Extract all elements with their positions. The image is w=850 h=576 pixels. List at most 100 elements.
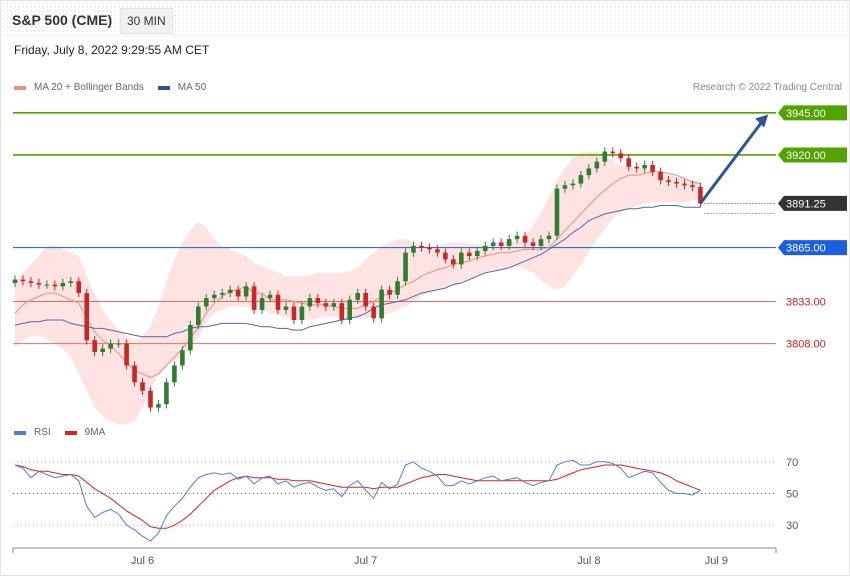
- candle-body: [666, 180, 671, 182]
- candle-body: [419, 245, 424, 248]
- candle-body: [28, 281, 34, 283]
- rsi9-line: [14, 464, 701, 529]
- candle-body: [395, 281, 400, 295]
- candle-body: [339, 303, 345, 320]
- candle-body: [355, 293, 361, 300]
- candle-body: [20, 279, 26, 282]
- candle-body: [227, 289, 233, 294]
- rsi-swatch: [14, 430, 26, 435]
- candle-body: [267, 294, 273, 299]
- price-label-3865.00: 3865.00: [786, 243, 826, 255]
- candle-body: [506, 239, 512, 246]
- candle-body: [546, 235, 552, 240]
- candle-body: [602, 151, 608, 162]
- rsi-line: [14, 459, 701, 542]
- price-tag-3945.00: [778, 105, 847, 121]
- candle-body: [315, 298, 321, 304]
- ma20-line: [14, 171, 701, 378]
- candle-body: [682, 183, 687, 186]
- candle-body: [243, 286, 249, 297]
- bollinger-band: [15, 151, 701, 425]
- candle-body: [594, 161, 600, 169]
- candle-body: [443, 252, 448, 260]
- candle-body: [387, 289, 392, 295]
- candle-body: [618, 153, 624, 159]
- candle-body: [180, 350, 185, 366]
- candle-body: [211, 294, 217, 299]
- candle-body: [562, 185, 568, 189]
- candle-body: [554, 188, 560, 236]
- candle-body: [658, 171, 663, 181]
- candle-body: [379, 289, 384, 319]
- price-label-3945.00: 3945.00: [786, 108, 826, 120]
- chart-header: S&P 500 (CME) 30 MIN: [1, 1, 849, 37]
- candle-body: [76, 281, 82, 294]
- ma50-legend-label: MA 50: [177, 82, 207, 93]
- candle-body: [116, 343, 121, 345]
- candle-body: [275, 294, 281, 310]
- x-tick-label: Jul 6: [131, 555, 154, 567]
- candle-body: [626, 158, 631, 167]
- rsi9-swatch: [64, 430, 77, 435]
- candle-body: [283, 306, 289, 310]
- candle-body: [140, 382, 145, 391]
- candle-body: [92, 340, 97, 352]
- candle-body: [451, 259, 456, 265]
- candle-body: [530, 242, 536, 246]
- instrument-title: S&P 500 (CME): [12, 12, 113, 28]
- candle-body: [634, 166, 639, 169]
- candle-body: [148, 390, 153, 408]
- candle-body: [522, 235, 528, 243]
- candle-body: [610, 151, 616, 154]
- candle-body: [578, 175, 584, 184]
- price-label-3833.00: 3833.00: [786, 296, 826, 308]
- chart-datetime: Friday, July 8, 2022 9:29:55 AM CET: [14, 43, 210, 57]
- candle-body: [164, 382, 169, 405]
- x-tick-label: Jul 7: [354, 555, 377, 567]
- candle-body: [482, 245, 488, 251]
- candle-body: [411, 245, 416, 253]
- target-arrow-head: [755, 114, 769, 128]
- candle-body: [347, 299, 353, 320]
- candle-body: [60, 282, 66, 287]
- timeframe-badge[interactable]: 30 MIN: [120, 8, 173, 34]
- candle-body: [650, 165, 655, 172]
- rsi-legend: RSI 9MA: [14, 427, 119, 438]
- candle-body: [203, 298, 209, 307]
- candle-body: [44, 284, 50, 286]
- candle-body: [427, 247, 432, 250]
- candle-body: [459, 252, 464, 265]
- candle-body: [570, 183, 576, 186]
- candle-body: [674, 181, 679, 184]
- price-label-3891.25: 3891.25: [786, 198, 826, 210]
- candle-body: [371, 306, 376, 319]
- candle-body: [403, 252, 408, 282]
- candle-body: [188, 325, 193, 351]
- candle-body: [642, 165, 647, 169]
- price-tag-3891.25: [778, 195, 847, 211]
- ma50-swatch: [157, 85, 170, 90]
- ma20-swatch: [14, 85, 26, 90]
- price-tag-3865.00: [778, 240, 847, 256]
- rsi-level-label: 30: [786, 520, 798, 532]
- candle-body: [299, 306, 305, 320]
- candle-body: [466, 252, 472, 256]
- candle-body: [251, 286, 257, 310]
- candle-body: [514, 235, 520, 240]
- x-tick-label: Jul 8: [577, 555, 600, 567]
- candle-body: [132, 365, 137, 383]
- rsi9-legend-label: 9MA: [84, 427, 106, 438]
- candle-body: [219, 293, 225, 295]
- research-credit: Research © 2022 Trading Central: [692, 82, 842, 93]
- price-legend: MA 20 + Bollinger Bands MA 50: [14, 82, 220, 93]
- candle-body: [196, 306, 201, 326]
- candle-body: [12, 279, 18, 283]
- candle-body: [84, 293, 90, 341]
- candle-body: [108, 343, 113, 349]
- candle-body: [52, 284, 58, 287]
- candle-body: [435, 249, 440, 253]
- price-label-3920.00: 3920.00: [786, 150, 826, 162]
- candle-body: [698, 186, 703, 204]
